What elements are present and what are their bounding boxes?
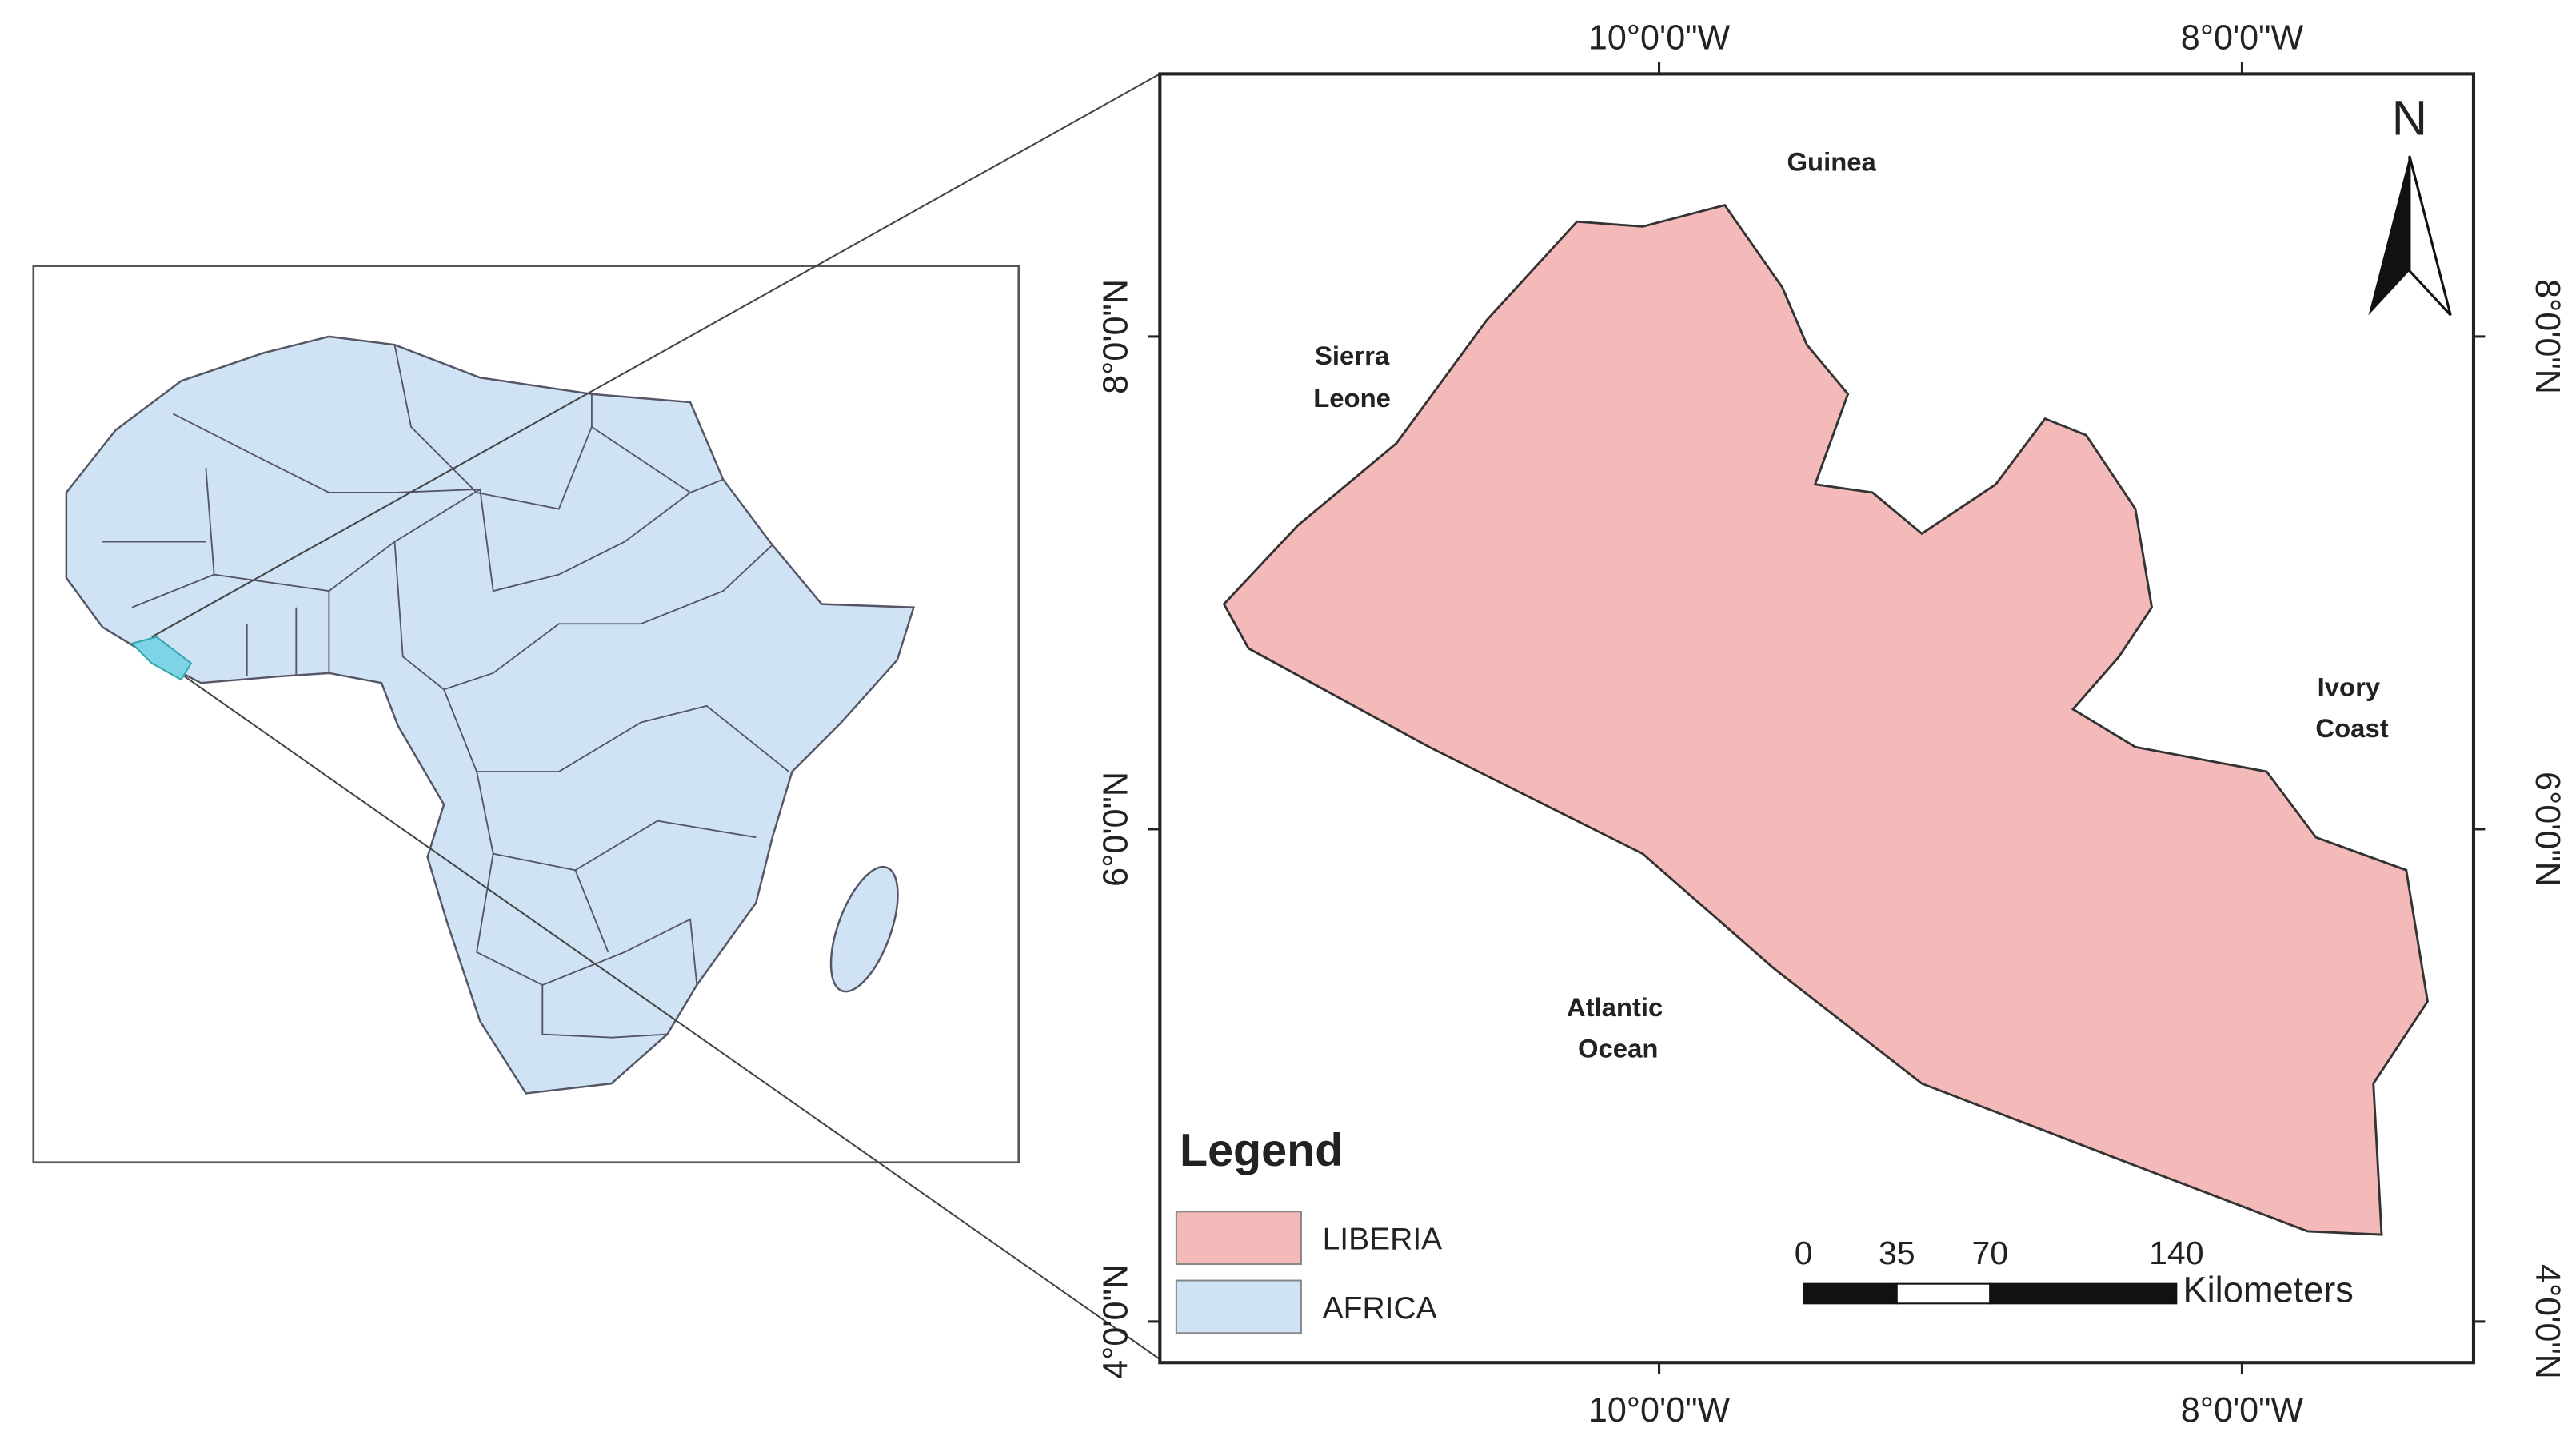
place-label: Atlantic <box>1567 992 1663 1022</box>
graticule: 10°0'0"W 10°0'0"W 8°0'0"W 8°0'0"W 8°0'0"N 8°0… <box>1096 19 2566 1430</box>
scale-label: 140 <box>2149 1235 2204 1271</box>
africa-continent <box>65 335 916 1095</box>
border <box>102 541 298 676</box>
africa-map <box>65 335 916 1095</box>
legend-swatch <box>1175 1279 1302 1334</box>
scale-segment <box>1803 1282 1898 1305</box>
legend-title: Legend <box>1180 1125 1343 1176</box>
liberia-country <box>1222 204 2429 1236</box>
scale-label: 35 <box>1879 1235 1915 1271</box>
border <box>476 853 698 986</box>
legend-label: LIBERIA <box>1323 1223 1443 1257</box>
scale-label: 0 <box>1795 1235 1813 1271</box>
latitude-label: 4°0'0"N <box>2528 1264 2566 1379</box>
scale-label: 70 <box>1971 1235 2008 1271</box>
zoom-line <box>184 676 1160 1360</box>
latitude-label: 6°0'0"N <box>2528 772 2566 887</box>
north-label: N <box>2392 90 2427 146</box>
scale-segment <box>1989 1282 2178 1305</box>
place-label: Coast <box>2315 713 2388 743</box>
longitude-label: 8°0'0"W <box>2181 1391 2304 1430</box>
border <box>328 541 773 691</box>
legend-label: AFRICA <box>1323 1291 1437 1326</box>
north-arrow-right <box>2408 155 2452 317</box>
country-borders <box>102 345 789 1039</box>
border <box>172 413 481 493</box>
latitude-label: 8°0'0"N <box>1096 279 1135 394</box>
scale-segment <box>1895 1282 1991 1305</box>
place-label: Ocean <box>1578 1033 1658 1063</box>
liberia-highlight <box>130 636 193 681</box>
legend: LIBERIA AFRICA <box>1175 1211 1443 1334</box>
place-label: Sierra <box>1315 341 1390 370</box>
place-label: Leone <box>1313 383 1391 413</box>
latitude-label: 8°0'0"N <box>2528 279 2566 394</box>
longitude-label: 10°0'0"W <box>1588 19 1731 58</box>
border <box>393 345 593 510</box>
zoom-line <box>151 73 1160 638</box>
north-arrow-left <box>2368 156 2410 316</box>
legend-swatch <box>1175 1211 1302 1266</box>
north-arrow: N <box>2368 90 2452 317</box>
longitude-label: 8°0'0"W <box>2181 19 2304 58</box>
madagascar <box>829 865 899 993</box>
place-label: Ivory <box>2318 672 2381 702</box>
latitude-label: 4°0'0"N <box>1096 1264 1135 1379</box>
longitude-label: 10°0'0"W <box>1588 1391 1731 1430</box>
latitude-label: 6°0'0"N <box>1096 772 1135 887</box>
scale-unit: Kilometers <box>2183 1269 2354 1310</box>
border <box>443 689 789 772</box>
border <box>541 869 668 1039</box>
place-label: Guinea <box>1787 147 1876 177</box>
